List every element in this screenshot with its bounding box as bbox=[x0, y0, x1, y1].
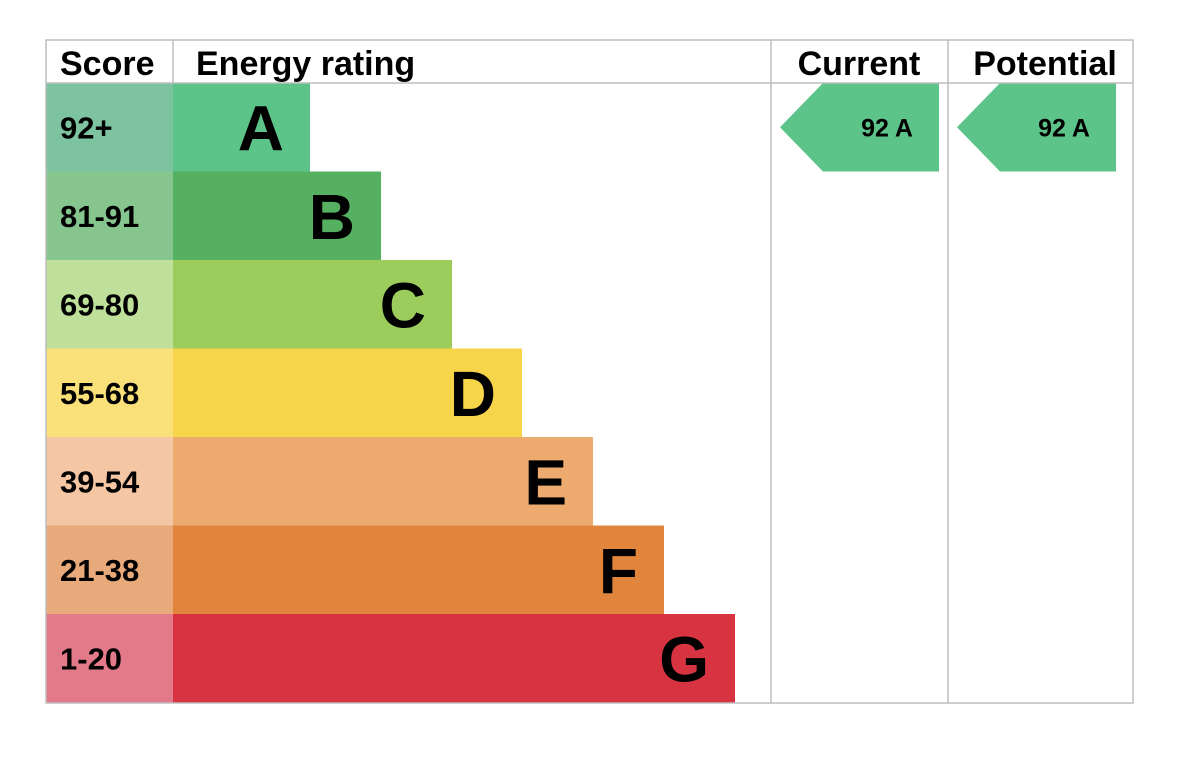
score-cell-f bbox=[46, 525, 173, 614]
rating-bar-f bbox=[173, 525, 664, 614]
current-marker-arrow bbox=[780, 83, 939, 172]
rating-bar-b bbox=[173, 171, 381, 260]
potential-marker-label: 92 A bbox=[1038, 114, 1090, 142]
rating-letter-b: B bbox=[309, 181, 355, 253]
score-cell-g bbox=[46, 614, 173, 703]
rating-letter-c: C bbox=[380, 269, 426, 341]
rating-letter-a: A bbox=[238, 92, 284, 164]
rating-bands: 92+ A 81-91 B 69-80 C 55-68 D 39-54 E 21-38 F 1-20 G bbox=[46, 83, 735, 703]
current-marker-label: 92 A bbox=[861, 114, 913, 142]
score-range-d: 55-68 bbox=[60, 376, 139, 411]
potential-header: Potential bbox=[973, 45, 1117, 83]
rating-bar-a bbox=[173, 83, 310, 172]
rating-bar-d bbox=[173, 348, 522, 437]
rating-bar-g bbox=[173, 614, 735, 703]
score-range-e: 39-54 bbox=[60, 464, 140, 499]
score-cell-e bbox=[46, 437, 173, 526]
table-frame bbox=[45, 39, 1134, 704]
score-cell-a bbox=[46, 83, 173, 172]
score-range-a: 92+ bbox=[60, 110, 113, 145]
score-header: Score bbox=[60, 45, 155, 83]
score-cell-d bbox=[46, 348, 173, 437]
score-range-b: 81-91 bbox=[60, 199, 139, 234]
potential-marker-arrow bbox=[957, 83, 1116, 172]
score-range-c: 69-80 bbox=[60, 287, 139, 322]
score-range-f: 21-38 bbox=[60, 553, 139, 588]
rating-letter-e: E bbox=[524, 446, 567, 518]
energy-rating-header: Energy rating bbox=[196, 45, 415, 83]
score-cell-c bbox=[46, 260, 173, 349]
score-range-g: 1-20 bbox=[60, 641, 122, 676]
rating-letter-d: D bbox=[450, 358, 496, 430]
rating-letter-f: F bbox=[599, 535, 638, 607]
rating-letter-g: G bbox=[659, 623, 709, 695]
rating-bar-c bbox=[173, 260, 452, 349]
score-cell-b bbox=[46, 171, 173, 260]
rating-markers: 92 A 92 A bbox=[780, 83, 1116, 172]
current-header: Current bbox=[798, 45, 921, 83]
rating-bar-e bbox=[173, 437, 593, 526]
